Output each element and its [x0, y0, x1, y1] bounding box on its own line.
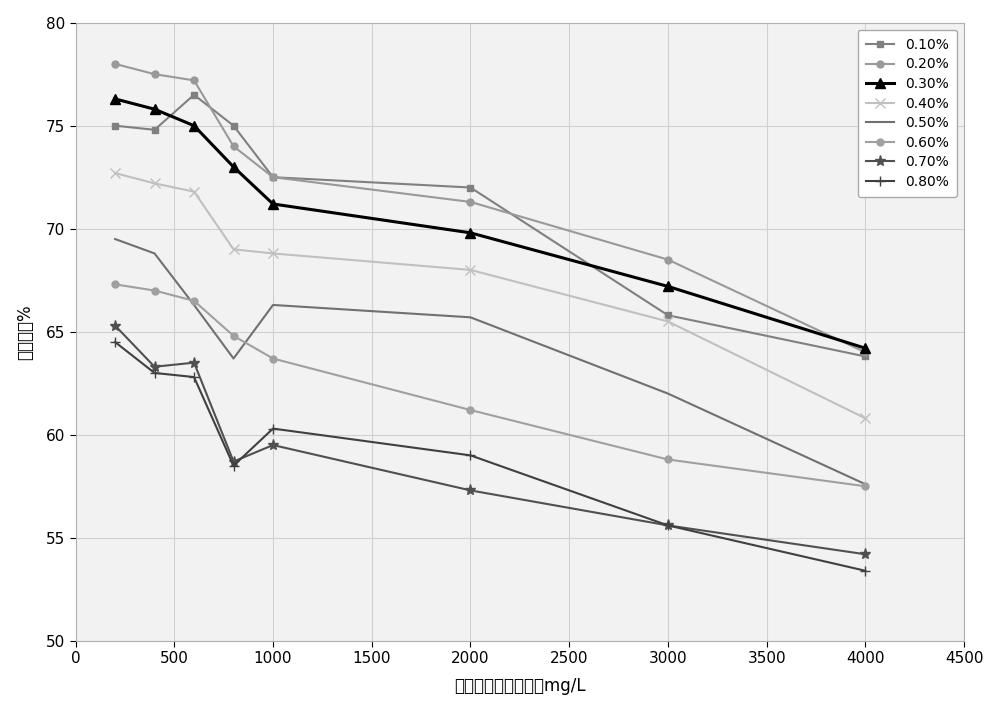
0.50%	[228, 355, 240, 363]
0.30%	[228, 162, 240, 171]
0.40%	[109, 169, 121, 177]
0.20%	[662, 256, 674, 264]
Line: 0.70%: 0.70%	[110, 320, 871, 560]
Y-axis label: 减阱率，%: 减阱率，%	[17, 304, 35, 360]
0.10%	[859, 352, 871, 361]
0.30%	[109, 95, 121, 103]
0.50%	[464, 313, 476, 322]
0.40%	[464, 266, 476, 274]
0.80%	[228, 461, 240, 470]
0.80%	[859, 567, 871, 575]
0.30%	[149, 105, 161, 113]
Legend: 0.10%, 0.20%, 0.30%, 0.40%, 0.50%, 0.60%, 0.70%, 0.80%: 0.10%, 0.20%, 0.30%, 0.40%, 0.50%, 0.60%…	[858, 30, 957, 197]
0.70%	[464, 486, 476, 495]
0.70%	[859, 550, 871, 558]
Line: 0.80%: 0.80%	[110, 337, 870, 575]
Line: 0.60%: 0.60%	[112, 281, 869, 490]
0.80%	[662, 521, 674, 530]
0.60%	[149, 286, 161, 295]
0.60%	[662, 455, 674, 464]
0.10%	[109, 122, 121, 130]
0.10%	[464, 183, 476, 192]
0.80%	[267, 424, 279, 433]
0.60%	[267, 355, 279, 363]
0.60%	[188, 297, 200, 305]
0.30%	[859, 344, 871, 352]
0.80%	[188, 373, 200, 382]
0.20%	[109, 60, 121, 68]
0.10%	[228, 122, 240, 130]
0.80%	[464, 451, 476, 460]
Line: 0.10%: 0.10%	[112, 91, 869, 360]
0.20%	[228, 142, 240, 150]
0.50%	[109, 235, 121, 244]
0.50%	[267, 300, 279, 309]
0.60%	[464, 406, 476, 414]
0.20%	[188, 76, 200, 85]
0.20%	[464, 198, 476, 206]
0.60%	[859, 482, 871, 491]
0.40%	[149, 179, 161, 188]
0.70%	[149, 362, 161, 371]
0.50%	[149, 249, 161, 258]
0.10%	[662, 311, 674, 320]
0.80%	[149, 369, 161, 377]
0.30%	[267, 199, 279, 208]
0.70%	[228, 457, 240, 466]
0.60%	[228, 332, 240, 340]
0.50%	[662, 389, 674, 398]
0.10%	[149, 125, 161, 134]
0.40%	[859, 414, 871, 422]
0.10%	[267, 173, 279, 182]
0.70%	[188, 358, 200, 367]
0.10%	[188, 90, 200, 99]
0.50%	[859, 480, 871, 488]
Line: 0.40%: 0.40%	[110, 168, 870, 423]
0.70%	[267, 441, 279, 449]
Line: 0.50%: 0.50%	[115, 239, 865, 484]
0.40%	[662, 317, 674, 325]
0.40%	[188, 187, 200, 196]
0.40%	[228, 245, 240, 253]
Line: 0.20%: 0.20%	[112, 61, 869, 356]
X-axis label: 二价金属离子浓度，mg/L: 二价金属离子浓度，mg/L	[454, 677, 586, 696]
0.60%	[109, 280, 121, 288]
0.20%	[859, 348, 871, 357]
0.50%	[188, 300, 200, 309]
0.30%	[662, 282, 674, 290]
0.30%	[464, 229, 476, 237]
0.70%	[109, 321, 121, 330]
0.40%	[267, 249, 279, 258]
0.80%	[109, 337, 121, 346]
0.30%	[188, 122, 200, 130]
0.20%	[149, 70, 161, 78]
Line: 0.30%: 0.30%	[110, 94, 870, 353]
0.70%	[662, 521, 674, 530]
0.20%	[267, 173, 279, 182]
